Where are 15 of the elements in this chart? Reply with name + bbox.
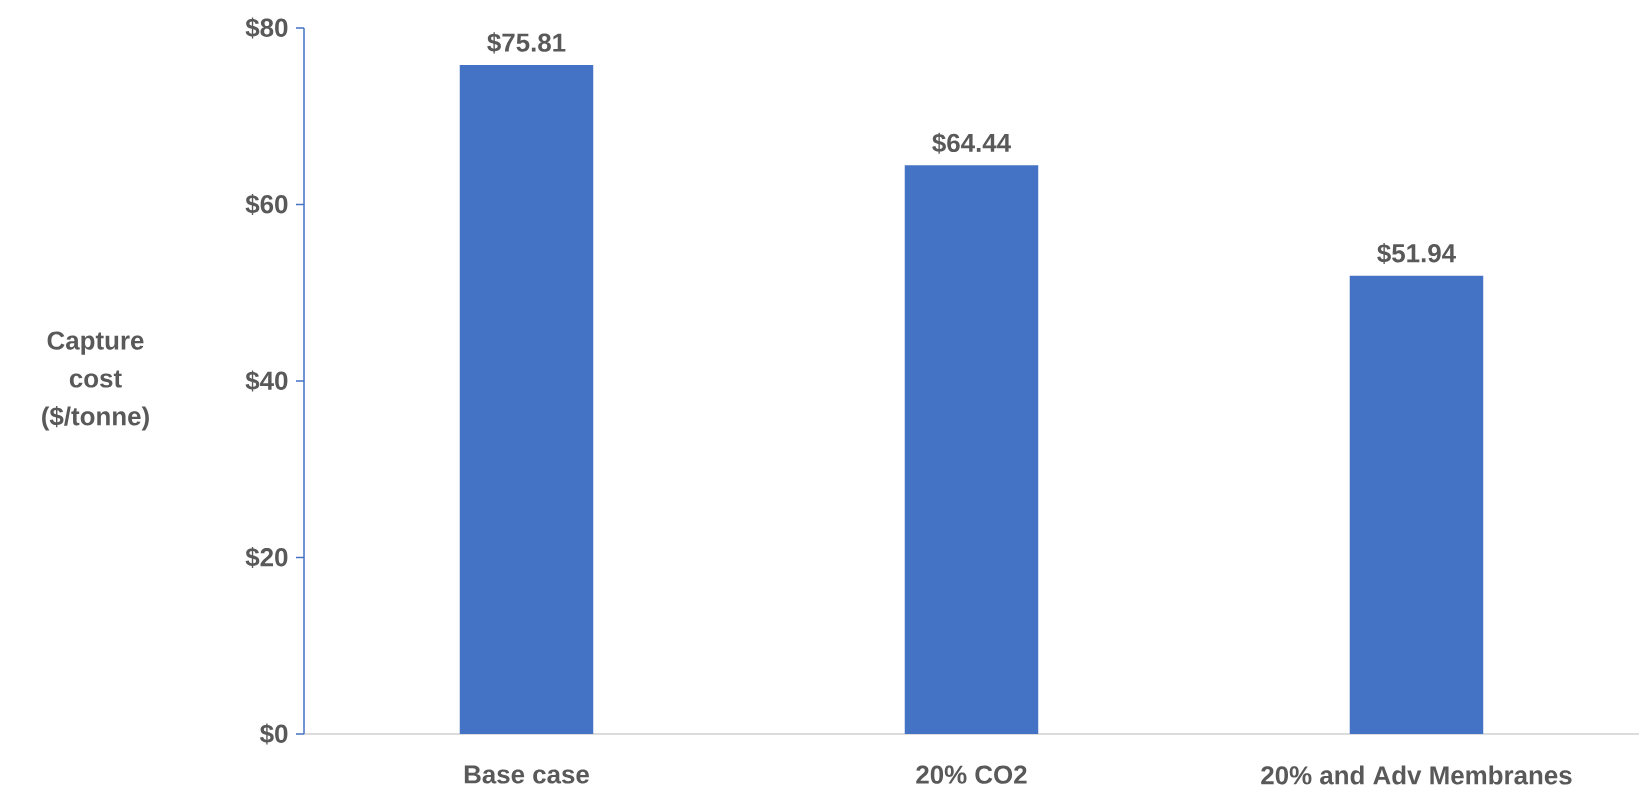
data-label: $64.44 xyxy=(932,132,1011,154)
data-label: $75.81 xyxy=(487,32,566,54)
bar xyxy=(1349,275,1484,734)
y-tick-label: $60 xyxy=(245,193,288,216)
y-tick-label: $80 xyxy=(245,17,288,39)
y-tick-label: $40 xyxy=(245,370,288,392)
bar xyxy=(904,165,1039,734)
y-tick-label: $0 xyxy=(260,723,288,745)
y-axis-title: Capture cost ($/tonne) xyxy=(42,331,149,431)
y-tick-label: $20 xyxy=(245,546,288,569)
data-label: $51.94 xyxy=(1377,242,1456,265)
x-tick-label: Base case xyxy=(464,765,589,784)
bar xyxy=(459,64,594,734)
x-tick-label: 20% and Adv Membranes xyxy=(1261,765,1572,785)
x-tick-label: 20% CO2 xyxy=(916,765,1027,784)
